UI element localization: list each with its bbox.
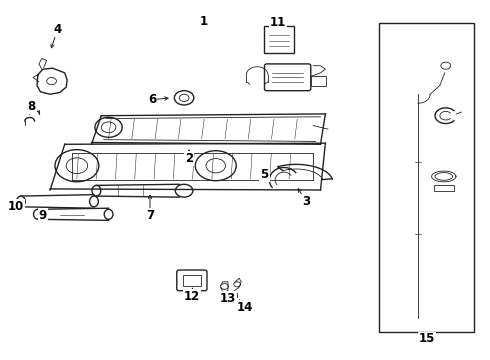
Circle shape	[196, 151, 236, 181]
Text: 4: 4	[53, 23, 62, 36]
Text: 3: 3	[302, 195, 310, 208]
Circle shape	[55, 150, 99, 182]
Circle shape	[175, 184, 193, 197]
Text: 7: 7	[146, 209, 154, 222]
Ellipse shape	[17, 196, 25, 207]
Text: 5: 5	[260, 168, 269, 181]
Bar	[379, 23, 474, 332]
Text: 6: 6	[148, 93, 156, 106]
Bar	[183, 275, 201, 287]
Text: 13: 13	[220, 292, 236, 305]
Text: 12: 12	[184, 289, 200, 303]
Text: 11: 11	[270, 16, 286, 29]
Circle shape	[441, 62, 451, 69]
Bar	[311, 76, 326, 86]
Text: 1: 1	[199, 14, 208, 27]
Ellipse shape	[33, 209, 42, 219]
Ellipse shape	[90, 196, 98, 207]
Ellipse shape	[104, 209, 113, 219]
Bar	[434, 185, 454, 191]
Circle shape	[234, 282, 241, 287]
Circle shape	[220, 284, 228, 289]
Text: 14: 14	[237, 301, 253, 314]
Text: 15: 15	[418, 333, 435, 346]
Text: 2: 2	[185, 152, 193, 165]
Circle shape	[95, 117, 122, 137]
FancyBboxPatch shape	[177, 270, 207, 291]
Ellipse shape	[92, 185, 101, 196]
Circle shape	[174, 91, 194, 105]
Circle shape	[47, 77, 56, 85]
Text: 9: 9	[39, 209, 47, 222]
Bar	[265, 26, 294, 53]
Circle shape	[101, 122, 116, 133]
Text: 10: 10	[8, 200, 24, 213]
Circle shape	[206, 158, 225, 173]
FancyBboxPatch shape	[265, 64, 311, 91]
Circle shape	[179, 94, 189, 102]
Circle shape	[66, 158, 88, 174]
Text: 8: 8	[27, 100, 36, 113]
